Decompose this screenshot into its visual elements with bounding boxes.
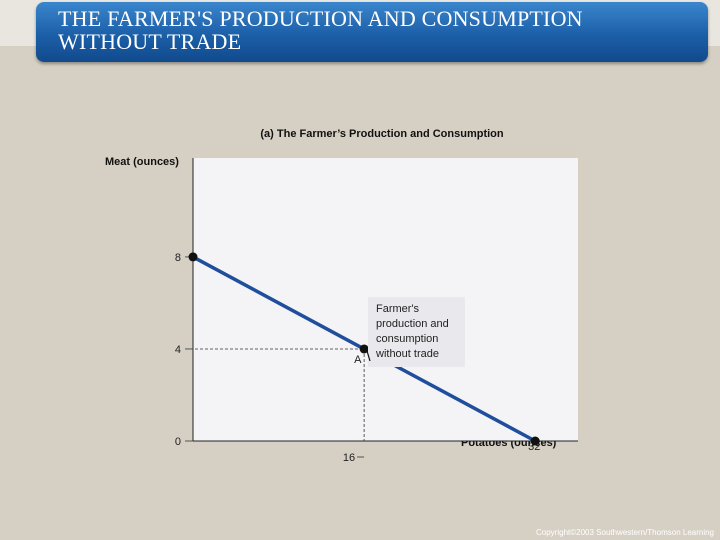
- annotation-box: [368, 297, 465, 367]
- y-tick-label-4: 4: [175, 344, 181, 356]
- data-point-a: [359, 344, 369, 354]
- point-label-a: A: [354, 354, 362, 366]
- chart-title: (a) The Farmer’s Production and Consumpt…: [260, 128, 504, 140]
- annotation-text: Farmer's production and consumption without…: [375, 303, 449, 360]
- y-tick-label-0: 0: [175, 436, 181, 448]
- annotation-line: consumption: [376, 333, 438, 345]
- annotation-line: production and: [376, 318, 449, 330]
- x-tick-label-16: 16: [343, 452, 355, 464]
- data-point-32-0: [530, 436, 540, 446]
- ppf-chart: (a) The Farmer’s Production and Consumpt…: [105, 128, 578, 464]
- copyright-text: Copyright©2003 Southwestern/Thomson Lear…: [536, 528, 714, 537]
- y-tick-label-8: 8: [175, 252, 181, 264]
- annotation-line: without trade: [375, 348, 439, 360]
- annotation-line: Farmer's: [376, 303, 420, 315]
- y-axis-label: Meat (ounces): [105, 156, 179, 168]
- chart-panel: (a) The Farmer’s Production and Consumpt…: [30, 110, 720, 540]
- slide-title: THE FARMER'S PRODUCTION AND CONSUMPTION …: [58, 6, 583, 54]
- annotation-pointer: [365, 347, 371, 362]
- data-point-0-8: [188, 252, 198, 262]
- title-banner: [36, 2, 708, 62]
